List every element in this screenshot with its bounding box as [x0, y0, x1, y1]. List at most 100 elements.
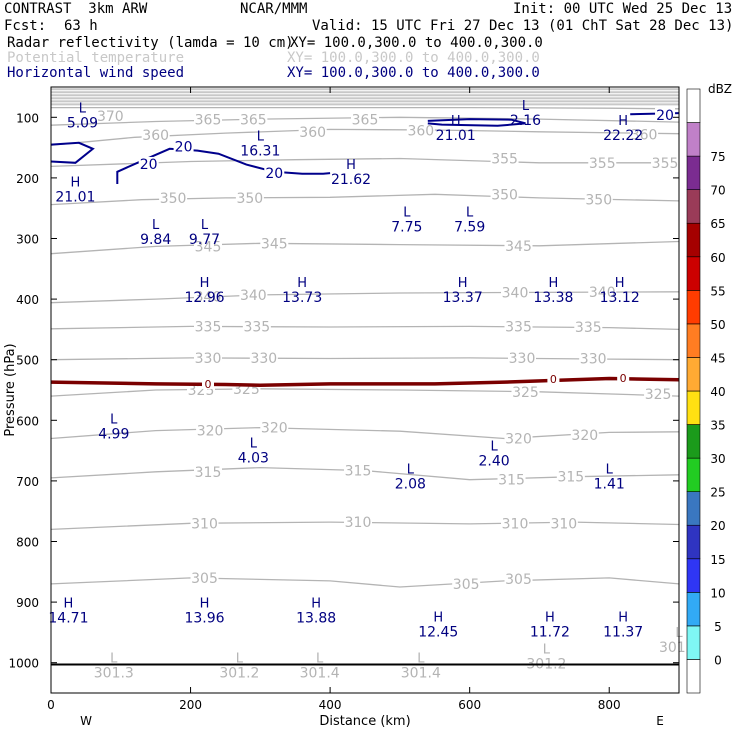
- theta-label: 360: [407, 124, 434, 140]
- hl-marker-letter: H: [311, 597, 321, 612]
- hl-marker-letter: H: [618, 610, 628, 625]
- theta-contour-370: [51, 106, 680, 110]
- y-tick-label: 900: [16, 596, 39, 610]
- theta-label-bg: [549, 516, 578, 530]
- upper-theta-band: [51, 97, 679, 100]
- theta-contour-310: [50, 521, 680, 531]
- colorbar-swatch: [686, 88, 701, 123]
- hl-marker-value: 5.09: [67, 115, 98, 131]
- theta-label-bg: [588, 284, 617, 298]
- colorbar-level-label: 20: [710, 519, 725, 533]
- theta-label-bg: [249, 350, 278, 364]
- hl-marker-value: 13.12: [600, 290, 640, 306]
- hl-marker-value: 13.38: [533, 290, 573, 306]
- colorbar-swatch: [686, 592, 701, 627]
- hl-marker-letter: L: [236, 652, 244, 667]
- colorbar-swatch: [686, 390, 701, 425]
- hl-marker-letter: H: [549, 276, 559, 291]
- theta-label-bg: [651, 155, 680, 169]
- melting-label: 0: [205, 378, 212, 391]
- hl-marker-value: 7.75: [391, 220, 422, 236]
- hl-marker-value: 1.41: [594, 477, 625, 493]
- theta-label-bg: [239, 112, 268, 126]
- theta-label-bg: [242, 319, 271, 333]
- theta-label: 365: [352, 113, 379, 129]
- theta-contour-345: [50, 240, 680, 255]
- colorbar-level-label: 55: [710, 284, 725, 298]
- hl-marker-letter: H: [346, 158, 356, 173]
- theta-contour-355: [50, 157, 679, 168]
- theta-label-bg: [501, 516, 530, 530]
- xy-wind: XY= 100.0,300.0 to 400.0,300.0: [287, 65, 540, 81]
- theta-label: 330: [580, 351, 607, 367]
- theta-label-bg: [196, 423, 225, 437]
- theta-label: 315: [195, 465, 222, 481]
- theta-contour-320: [50, 426, 680, 440]
- theta-label-bg: [490, 187, 519, 201]
- x-tick-label: 800: [598, 698, 621, 712]
- colorbar-swatch: [686, 524, 701, 560]
- theta-label-bg: [351, 112, 379, 126]
- hl-marker-value: 4.03: [238, 451, 269, 467]
- hl-marker-value: 301.4: [401, 666, 441, 682]
- y-tick-label: 500: [16, 354, 39, 368]
- hl-marker-letter: H: [451, 114, 461, 129]
- wind-label: 20: [265, 166, 283, 182]
- theta-label: 310: [345, 515, 372, 531]
- theta-label-bg: [96, 109, 125, 123]
- theta-label: 360: [142, 128, 169, 144]
- theta-label: 335: [505, 319, 532, 335]
- theta-label: 350: [491, 187, 518, 203]
- colorbar-level-label: 10: [710, 586, 725, 600]
- colorbar-level-label: 60: [710, 251, 725, 265]
- hl-marker-value: 12.96: [184, 290, 224, 306]
- xy-theta: XY= 100.0,300.0 to 400.0,300.0: [287, 50, 540, 66]
- theta-label-bg: [570, 427, 599, 441]
- melting-label: 0: [620, 372, 627, 385]
- theta-label: 320: [197, 424, 224, 440]
- y-tick-label: 800: [16, 536, 39, 550]
- hl-marker-letter: L: [490, 440, 498, 455]
- colorbar-level-label: 15: [710, 553, 725, 567]
- east-end-label: E: [656, 714, 664, 728]
- hl-marker-value: 21.01: [55, 189, 95, 205]
- colorbar-swatch: [686, 189, 701, 224]
- hl-marker-value: 22.22: [603, 128, 643, 144]
- theta-label-bg: [194, 239, 222, 253]
- hl-marker-letter: L: [152, 218, 160, 233]
- theta-label-bg: [190, 570, 219, 584]
- theta-label: 320: [261, 421, 288, 437]
- colorbar-swatch: [686, 659, 701, 694]
- theta-label: 340: [502, 285, 529, 301]
- fcst-hours: 63 h: [64, 18, 98, 34]
- theta-label-bg: [141, 127, 170, 141]
- colorbar-swatch: [686, 457, 701, 492]
- colorbar-swatch: [686, 256, 701, 291]
- colorbar-unit: dBZ: [708, 82, 732, 96]
- theta-label: 325: [645, 387, 672, 403]
- y-tick-label: 1000: [8, 657, 39, 671]
- theta-label: 340: [240, 288, 267, 304]
- hl-marker-value: 13.88: [296, 611, 336, 627]
- theta-label: 335: [575, 320, 602, 336]
- theta-label: 310: [191, 516, 218, 532]
- theta-label: 360: [299, 125, 326, 141]
- colorbar-level-label: 45: [710, 351, 725, 365]
- hl-marker-letter: H: [615, 276, 625, 291]
- wind-label: 20: [140, 157, 158, 173]
- hl-marker-letter: H: [433, 610, 443, 625]
- hl-marker-letter: H: [458, 276, 468, 291]
- theta-label-bg: [194, 289, 222, 303]
- theta-label: 350: [160, 191, 187, 207]
- theta-label-bg: [406, 123, 435, 137]
- hl-marker-value: 7.59: [454, 220, 485, 236]
- theta-label-bg: [490, 151, 519, 165]
- theta-label-bg: [504, 319, 533, 333]
- hl-marker-value: 2.08: [395, 477, 426, 493]
- hl-marker-letter: H: [297, 276, 307, 291]
- x-tick-label: 0: [47, 698, 55, 712]
- theta-label: 305: [191, 571, 218, 587]
- hl-marker-letter: L: [250, 437, 258, 452]
- colorbar-level-label: 65: [710, 217, 725, 231]
